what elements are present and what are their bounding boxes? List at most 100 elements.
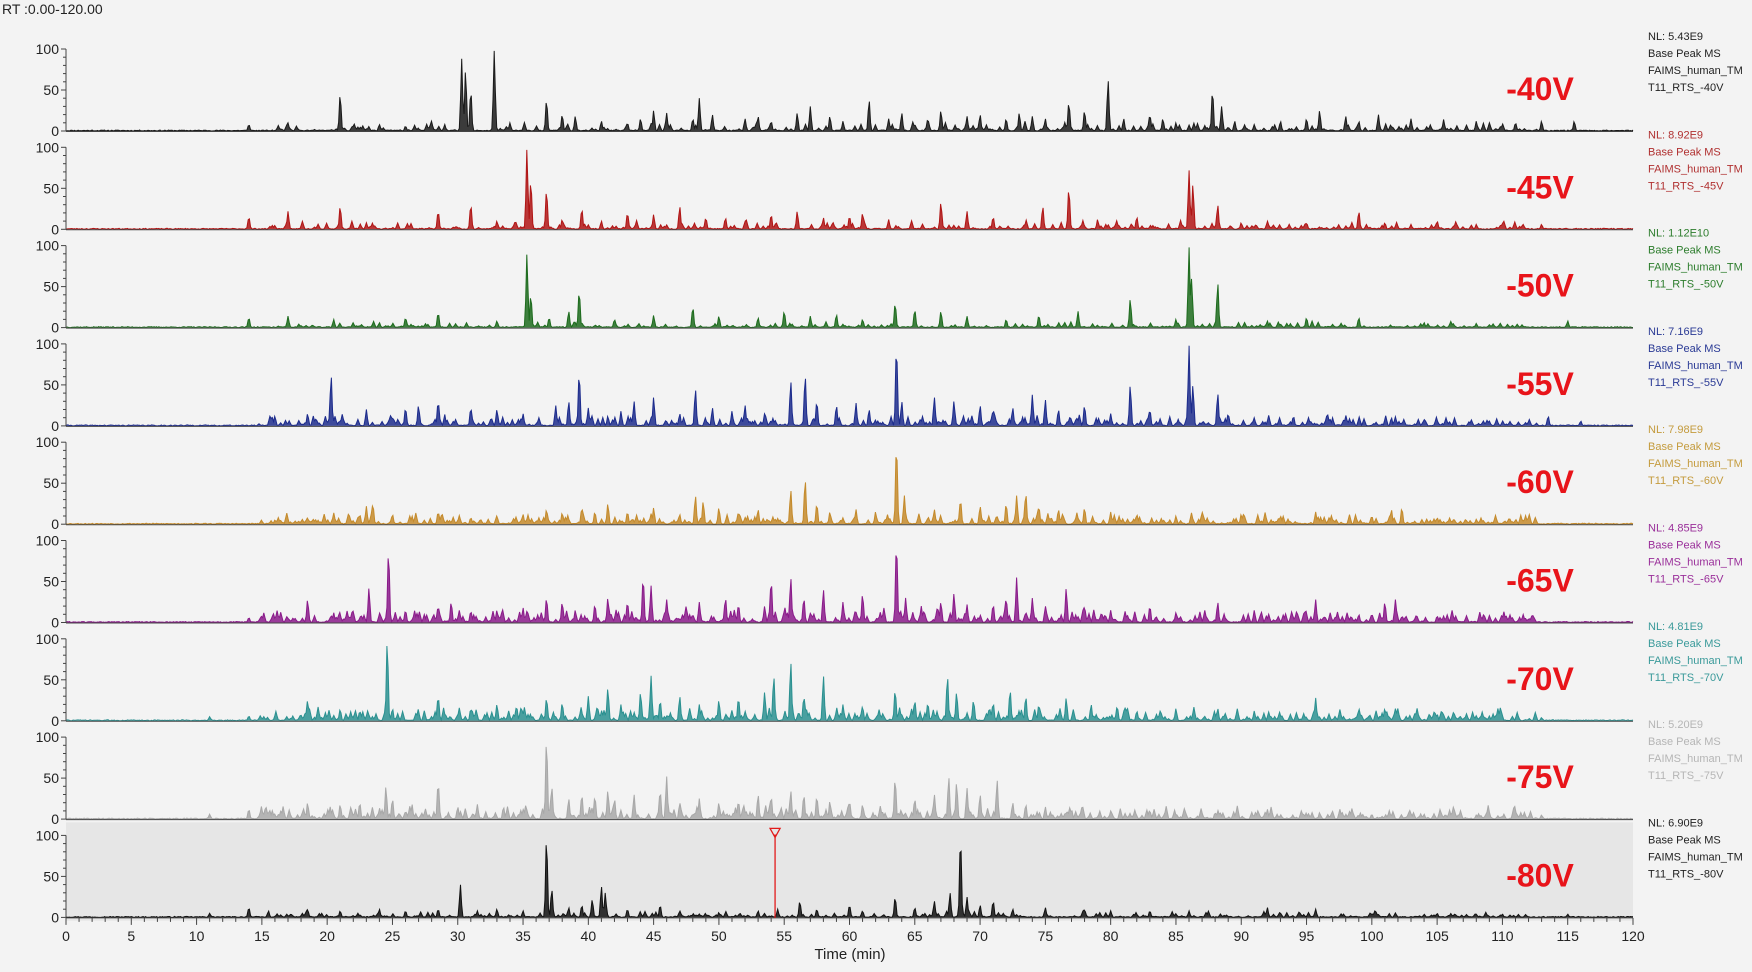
x-tick-label: 100 [1360, 928, 1384, 944]
trace-info-line: NL: 4.85E9 [1648, 523, 1703, 535]
trace-info-line: Base Peak MS [1648, 343, 1721, 355]
series-area [66, 50, 1633, 131]
series-area [66, 149, 1633, 230]
x-tick-label: 105 [1425, 928, 1449, 944]
trace-info-line: FAIMS_human_TM [1648, 262, 1743, 274]
series-line [65, 555, 1634, 624]
y-tick-label: 100 [36, 139, 60, 155]
y-tick-label: 100 [36, 631, 60, 647]
voltage-label: -70V [1506, 661, 1574, 697]
y-tick-label: 50 [43, 377, 59, 393]
trace-panel: 0 50 100 -60V NL: 7.98E9 Base Peak MS FAIMS_hu… [36, 424, 1743, 532]
trace-info-line: T11_RTS_-50V [1648, 279, 1724, 291]
x-tick-label: 30 [450, 928, 466, 944]
series-line [65, 247, 1633, 329]
trace-info-line: Base Peak MS [1648, 638, 1721, 650]
series-line [66, 746, 1634, 821]
trace-panel: 0 50 100 -75V NL: 5.20E9 Base Peak MS FAIMS_hu… [36, 719, 1743, 827]
rt-marker-triangle [768, 827, 782, 839]
y-tick-label: 100 [36, 827, 60, 843]
trace-info-line: T11_RTS_-55V [1648, 377, 1724, 389]
series-line [65, 457, 1634, 525]
y-tick-label: 50 [43, 475, 59, 491]
trace-info-line: T11_RTS_-60V [1648, 475, 1724, 487]
x-tick-label: 55 [776, 928, 792, 944]
y-tick-label: 50 [43, 82, 59, 98]
y-tick-label: 100 [36, 533, 60, 549]
y-tick-label: 50 [43, 868, 59, 884]
voltage-label: -75V [1506, 759, 1574, 795]
trace-panel: 0 50 100 -70V NL: 4.81E9 Base Peak MS FAIMS_hu… [36, 621, 1743, 729]
series-line [65, 50, 1634, 132]
y-tick-label: 100 [36, 41, 60, 57]
y-tick-label: 0 [51, 516, 59, 532]
voltage-label: -65V [1506, 563, 1574, 599]
x-tick-label: 0 [62, 928, 70, 944]
y-tick-label: 100 [36, 238, 60, 254]
x-tick-label: 120 [1621, 928, 1645, 944]
voltage-label: -60V [1506, 464, 1574, 500]
series-line [65, 845, 1634, 919]
trace-info-line: NL: 7.16E9 [1648, 326, 1703, 338]
trace-info-line: FAIMS_human_TM [1648, 655, 1743, 667]
x-tick-label: 115 [1557, 928, 1580, 944]
trace-info-line: NL: 7.98E9 [1648, 424, 1703, 436]
trace-info-line: Base Peak MS [1648, 834, 1721, 846]
trace-info-line: T11_RTS_-80V [1648, 868, 1724, 880]
trace-info-line: T11_RTS_-70V [1648, 672, 1724, 684]
trace-info-line: FAIMS_human_TM [1648, 557, 1743, 569]
x-tick-label: 20 [319, 928, 335, 944]
trace-info-line: NL: 8.92E9 [1648, 129, 1703, 141]
y-tick-label: 50 [43, 672, 59, 688]
trace-info-line: Base Peak MS [1648, 48, 1721, 60]
x-tick-label: 60 [842, 928, 858, 944]
y-tick-label: 50 [43, 180, 59, 196]
y-tick-label: 100 [36, 729, 60, 745]
x-tick-label: 70 [972, 928, 988, 944]
x-tick-label: 5 [127, 928, 135, 944]
voltage-label: -55V [1506, 366, 1574, 402]
y-tick-label: 0 [51, 909, 59, 925]
x-tick-label: 15 [254, 928, 270, 944]
trace-info-line: NL: 5.20E9 [1648, 719, 1703, 731]
highlighted-panel-background [66, 822, 1633, 921]
y-tick-label: 0 [51, 418, 59, 434]
x-tick-label: 65 [907, 928, 923, 944]
x-tick-label: 50 [711, 928, 727, 944]
trace-info-line: FAIMS_human_TM [1648, 851, 1743, 863]
y-tick-label: 0 [51, 811, 59, 827]
trace-info-line: Base Peak MS [1648, 146, 1721, 158]
trace-info-line: NL: 1.12E10 [1648, 228, 1709, 240]
y-tick-label: 0 [51, 221, 59, 237]
trace-info-line: FAIMS_human_TM [1648, 458, 1743, 470]
voltage-label: -50V [1506, 268, 1574, 304]
series-area [66, 345, 1633, 426]
x-tick-label: 90 [1233, 928, 1249, 944]
y-tick-label: 0 [51, 615, 59, 631]
y-tick-label: 50 [43, 279, 59, 295]
x-tick-label: 80 [1103, 928, 1119, 944]
trace-info-line: NL: 4.81E9 [1648, 621, 1703, 633]
x-tick-label: 40 [581, 928, 597, 944]
x-tick-label: 45 [646, 928, 662, 944]
trace-info-line: NL: 6.90E9 [1648, 817, 1703, 829]
trace-panel: 0 50 100 -55V NL: 7.16E9 Base Peak MS FAIMS_hu… [36, 326, 1743, 434]
trace-panel: 0 50 100 -40V NL: 5.43E9 Base Peak MS FAIMS_hu… [36, 31, 1743, 139]
voltage-label: -40V [1506, 71, 1574, 107]
trace-info-line: FAIMS_human_TM [1648, 65, 1743, 77]
trace-panel: 0 50 100 -50V NL: 1.12E10 Base Peak MS FAIMS_h… [36, 228, 1743, 336]
trace-panel: 0 50 100 -65V NL: 4.85E9 Base Peak MS FAIMS_hu… [36, 523, 1743, 631]
y-tick-label: 100 [36, 336, 60, 352]
y-tick-label: 100 [36, 434, 60, 450]
x-tick-label: 35 [515, 928, 531, 944]
trace-info-line: T11_RTS_-40V [1648, 82, 1724, 94]
trace-panel: 0 50 100 -45V NL: 8.92E9 Base Peak MS FAIMS_hu… [36, 129, 1743, 237]
panel-group: 0 50 100 -40V NL: 5.43E9 Base Peak MS FAIMS_hu… [36, 31, 1743, 925]
series-line [65, 645, 1634, 722]
voltage-label: -80V [1506, 857, 1574, 893]
x-axis: 0 5 10 15 20 25 30 35 40 45 50 55 60 65 70 75 80 85 90 95 10… [62, 917, 1645, 944]
series-line [65, 149, 1634, 230]
rt-range-label: RT :0.00-120.00 [2, 1, 103, 17]
y-tick-label: 50 [43, 770, 59, 786]
